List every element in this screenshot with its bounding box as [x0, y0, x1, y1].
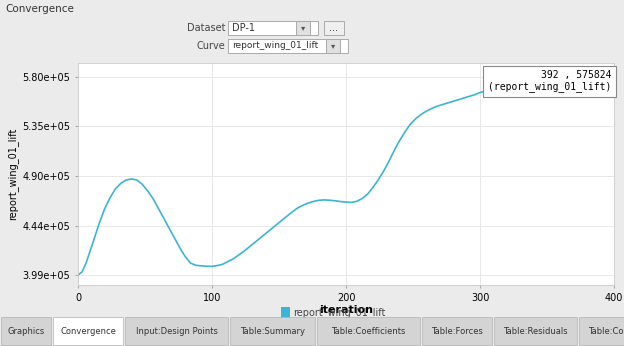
Text: DP-1: DP-1 [232, 23, 255, 33]
X-axis label: iteration: iteration [319, 306, 373, 316]
FancyBboxPatch shape [53, 317, 123, 345]
FancyBboxPatch shape [494, 317, 577, 345]
Text: ▾: ▾ [331, 42, 335, 51]
FancyBboxPatch shape [228, 21, 318, 35]
Text: Table:Summary: Table:Summary [240, 327, 305, 336]
Text: report_wing_01_lift: report_wing_01_lift [232, 42, 318, 51]
FancyBboxPatch shape [296, 21, 310, 35]
FancyBboxPatch shape [579, 317, 624, 345]
Text: Table:Residuals: Table:Residuals [503, 327, 568, 336]
Text: Convergence: Convergence [60, 327, 116, 336]
FancyBboxPatch shape [422, 317, 492, 345]
Text: Table:Forces: Table:Forces [431, 327, 483, 336]
FancyBboxPatch shape [228, 39, 348, 53]
Text: Convergence: Convergence [5, 4, 74, 14]
Text: ▾: ▾ [301, 24, 305, 33]
Text: Table:Coefficients: Table:Coefficients [331, 327, 406, 336]
FancyBboxPatch shape [326, 39, 340, 53]
Text: Table:Component Outputs: Table:Component Outputs [588, 327, 624, 336]
Text: Dataset: Dataset [187, 23, 225, 33]
FancyBboxPatch shape [1, 317, 51, 345]
Bar [281, 307, 290, 319]
Y-axis label: report_wing_01_lift: report_wing_01_lift [7, 128, 18, 220]
FancyBboxPatch shape [230, 317, 315, 345]
Text: ...: ... [329, 23, 338, 33]
FancyBboxPatch shape [324, 21, 344, 35]
FancyBboxPatch shape [125, 317, 228, 345]
Text: 392 , 575824
(report_wing_01_lift): 392 , 575824 (report_wing_01_lift) [488, 70, 612, 92]
Text: Curve: Curve [197, 41, 225, 51]
FancyBboxPatch shape [317, 317, 420, 345]
Text: Graphics: Graphics [7, 327, 45, 336]
Text: report_wing_01_lift: report_wing_01_lift [293, 308, 385, 318]
Text: Input:Design Points: Input:Design Points [135, 327, 217, 336]
